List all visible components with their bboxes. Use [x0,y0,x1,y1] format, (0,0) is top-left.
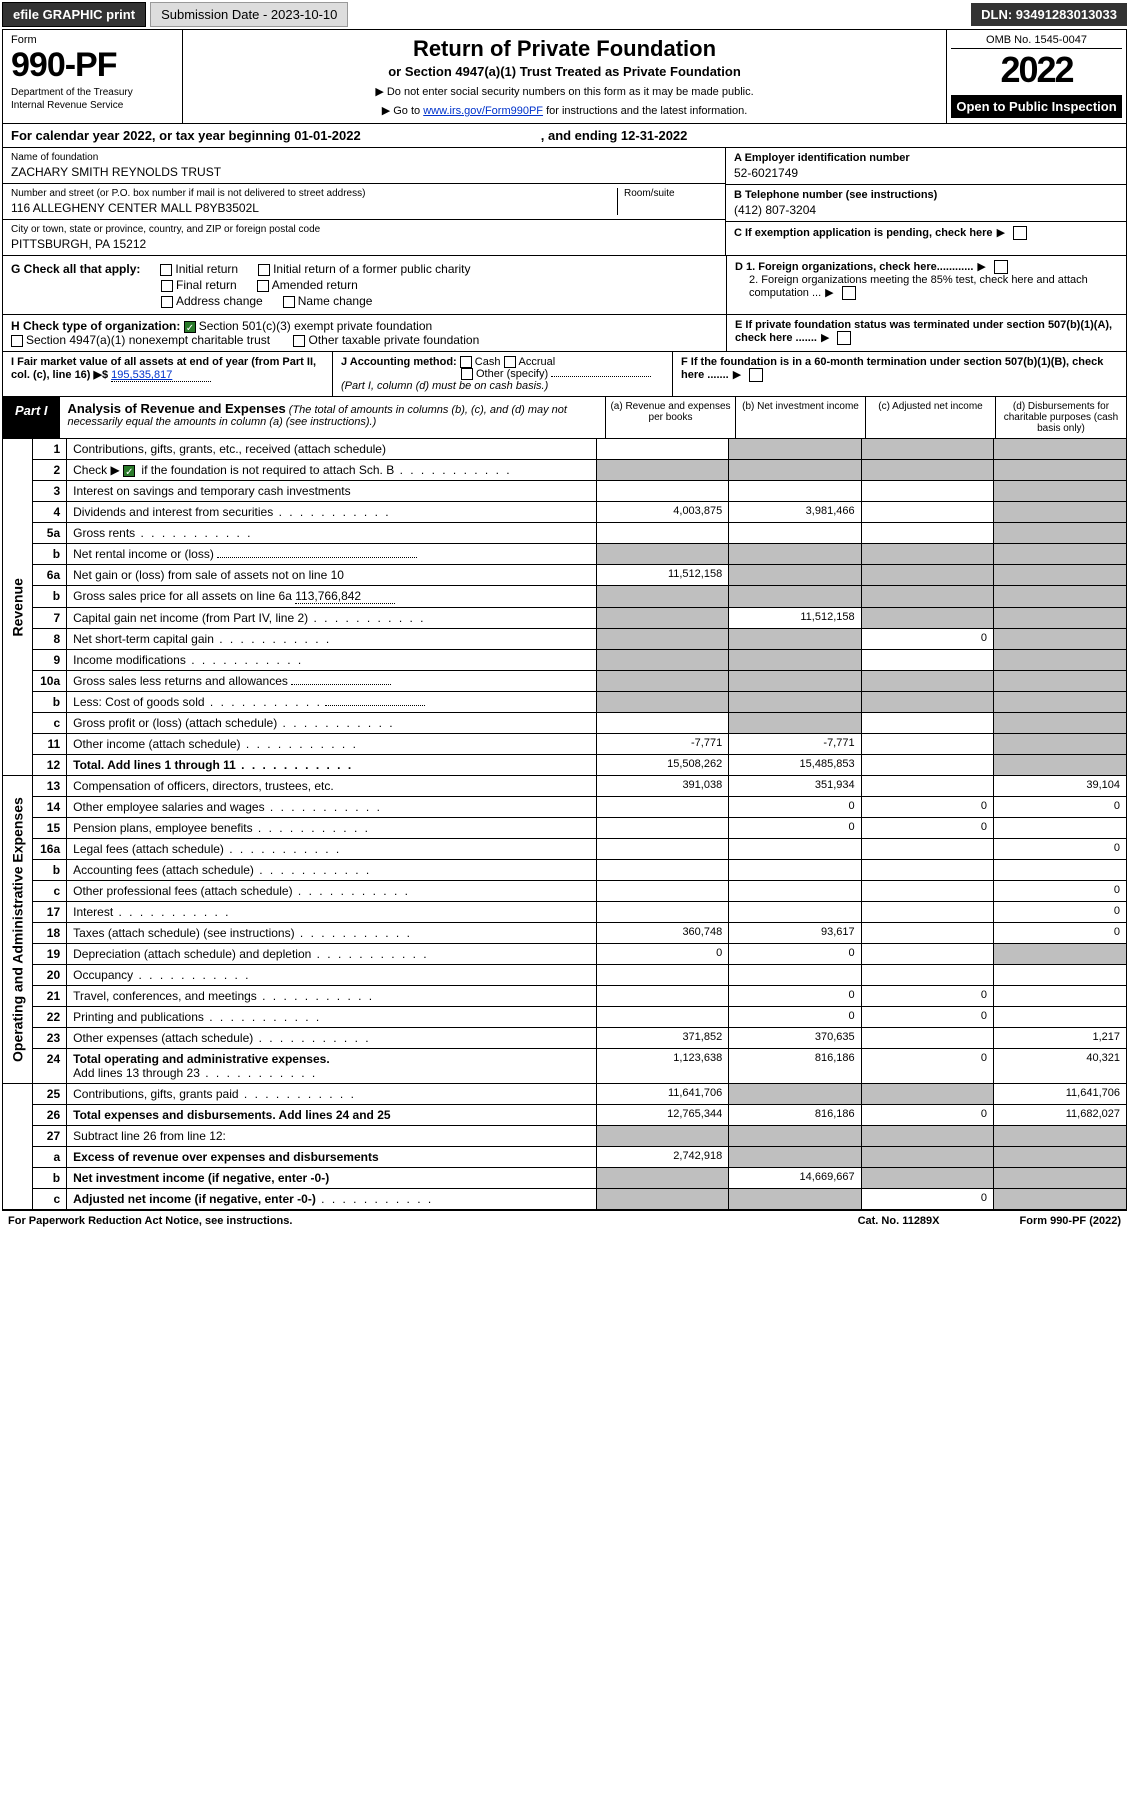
form-label: Form [11,34,174,46]
g-initial[interactable] [160,264,172,276]
g-name[interactable] [283,296,295,308]
g-address[interactable] [161,296,173,308]
j-note: (Part I, column (d) must be on cash basi… [341,380,548,392]
foundation-name: ZACHARY SMITH REYNOLDS TRUST [11,165,717,179]
j-other[interactable] [461,368,473,380]
h-501c3[interactable] [184,321,196,333]
foot-left: For Paperwork Reduction Act Notice, see … [8,1215,292,1227]
d1-label: D 1. Foreign organizations, check here..… [735,261,973,273]
instr1: ▶ Do not enter social security numbers o… [195,85,934,98]
phone-label: B Telephone number (see instructions) [734,189,1118,201]
form-box: Form 990-PF Department of the Treasury I… [3,30,183,123]
c-checkbox[interactable] [1013,226,1027,240]
subdate-btn[interactable]: Submission Date - 2023-10-10 [150,2,348,27]
tax-year: 2022 [951,49,1122,91]
phone: (412) 807-3204 [734,203,1118,217]
e-label: E If private foundation status was termi… [735,319,1112,344]
g-label: G Check all that apply: [11,262,140,276]
ein: 52-6021749 [734,166,1118,180]
e-checkbox[interactable] [837,331,851,345]
form-number: 990-PF [11,46,174,85]
city: PITTSBURGH, PA 15212 [11,237,717,251]
part1-table: Revenue 1Contributions, gifts, grants, e… [3,439,1126,1210]
irs-label: Internal Revenue Service [11,100,174,111]
j-accrual[interactable] [504,356,516,368]
g-initial-former[interactable] [258,264,270,276]
col-c: (c) Adjusted net income [866,397,996,438]
instr2: ▶ Go to www.irs.gov/Form990PF for instru… [195,104,934,117]
g-final[interactable] [161,280,173,292]
header-mid: Return of Private Foundation or Section … [183,30,946,123]
form-subtitle: or Section 4947(a)(1) Trust Treated as P… [195,64,934,79]
fmv-value[interactable]: 195,535,817 [111,369,211,382]
d2-label: 2. Foreign organizations meeting the 85%… [749,274,1118,300]
header-right: OMB No. 1545-0047 2022 Open to Public In… [946,30,1126,123]
form-title: Return of Private Foundation [195,36,934,62]
col-a: (a) Revenue and expenses per books [606,397,736,438]
calendar-row: For calendar year 2022, or tax year begi… [3,124,1126,148]
room-label: Room/suite [624,188,717,199]
col-b: (b) Net investment income [736,397,866,438]
addr-label: Number and street (or P.O. box number if… [11,188,617,199]
foot-mid: Cat. No. 11289X [858,1215,940,1227]
open-public: Open to Public Inspection [951,95,1122,118]
foot-right: Form 990-PF (2022) [1020,1215,1121,1227]
dln-label: DLN: 93491283013033 [971,3,1127,26]
j-label: J Accounting method: [341,356,457,368]
f-checkbox[interactable] [749,368,763,382]
h-label: H Check type of organization: [11,319,180,333]
c-label: C If exemption application is pending, c… [734,227,993,239]
j-cash[interactable] [460,356,472,368]
d2-checkbox[interactable] [842,286,856,300]
ein-label: A Employer identification number [734,152,1118,164]
col-d: (d) Disbursements for charitable purpose… [996,397,1126,438]
city-label: City or town, state or province, country… [11,224,717,235]
f-label: F If the foundation is in a 60-month ter… [681,356,1103,381]
dept-label: Department of the Treasury [11,87,174,98]
part1-title: Analysis of Revenue and Expenses (The to… [60,397,606,438]
part1-tag: Part I [3,397,60,438]
revenue-side: Revenue [3,439,32,776]
expenses-side: Operating and Administrative Expenses [3,776,32,1084]
omb-label: OMB No. 1545-0047 [951,34,1122,49]
name-label: Name of foundation [11,152,717,163]
address: 116 ALLEGHENY CENTER MALL P8YB3502L [11,201,617,215]
efile-btn[interactable]: efile GRAPHIC print [2,2,146,27]
schb-check[interactable] [123,465,135,477]
h-4947[interactable] [11,335,23,347]
g-amended[interactable] [257,280,269,292]
d1-checkbox[interactable] [994,260,1008,274]
instr-link[interactable]: www.irs.gov/Form990PF [423,105,543,117]
h-other[interactable] [293,335,305,347]
